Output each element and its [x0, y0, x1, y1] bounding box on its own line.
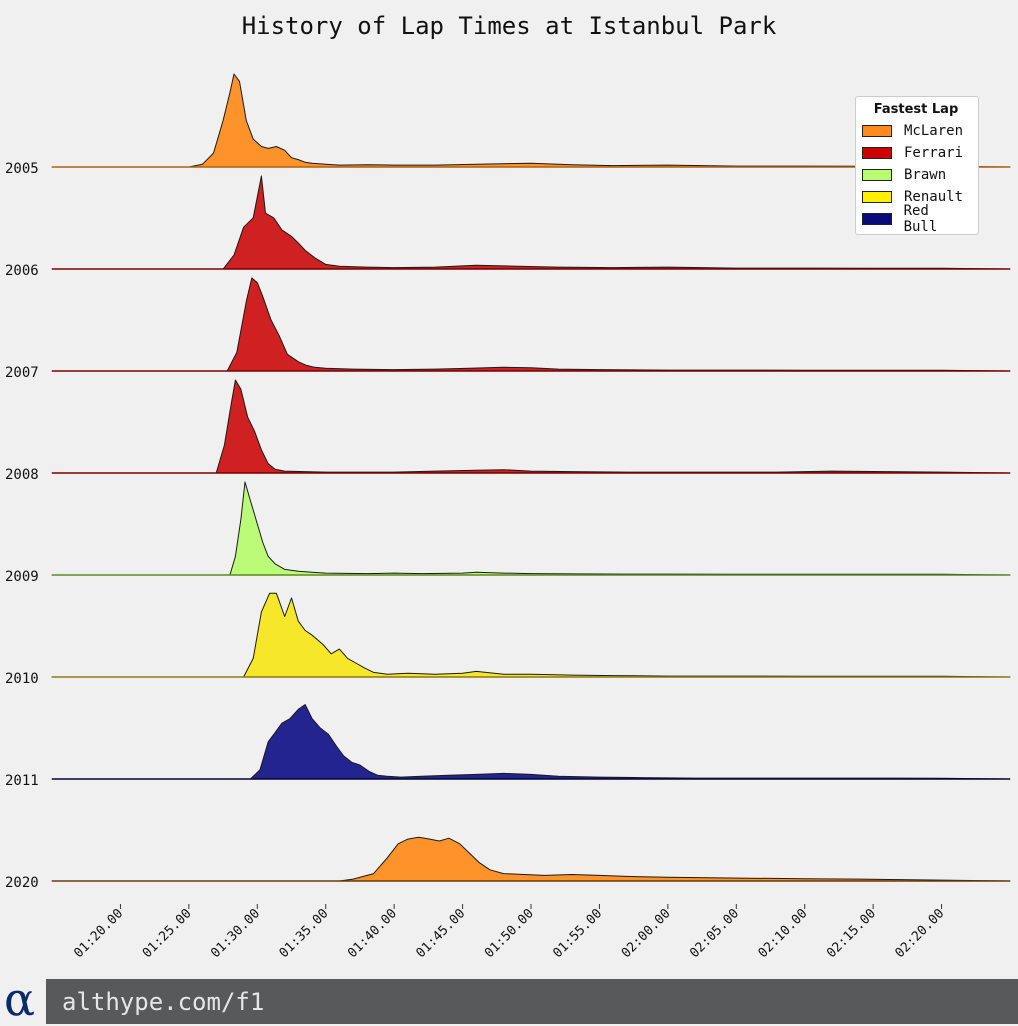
x-tick-label: 01:40.00 — [345, 906, 400, 961]
ridge-year-label-2006: 2006 — [5, 263, 39, 279]
legend-item-renault: Renault — [862, 186, 970, 208]
legend: Fastest Lap McLaren Ferrari Brawn Renault Re… — [855, 96, 979, 235]
x-tick-label: 02:00.00 — [619, 906, 674, 961]
ridge-area-2011 — [51, 704, 1011, 780]
ridge-area-2009 — [51, 481, 1011, 576]
logo: α — [0, 973, 46, 1025]
ridge-area-2007 — [51, 277, 1011, 372]
ridge-year-label-2007: 2007 — [5, 365, 39, 381]
ridge-2010: 2010 — [5, 592, 1011, 687]
x-tick-label: 01:20.00 — [71, 906, 126, 961]
legend-item-mclaren: McLaren — [862, 120, 970, 142]
ridge-year-label-2020: 2020 — [5, 875, 39, 891]
chart-title: History of Lap Times at Istanbul Park — [242, 12, 777, 40]
x-tick-label: 02:10.00 — [756, 906, 811, 961]
legend-label: Red Bull — [903, 203, 938, 235]
ridge-area-2010 — [51, 592, 1011, 678]
x-tick-label: 01:50.00 — [482, 906, 537, 961]
ridge-year-label-2011: 2011 — [5, 773, 39, 789]
legend-item-ferrari: Ferrari — [862, 142, 970, 164]
ridge-2009: 2009 — [5, 481, 1011, 585]
x-tick-label: 02:15.00 — [824, 906, 879, 961]
ridge-year-label-2005: 2005 — [5, 161, 39, 177]
x-tick-label: 01:25.00 — [140, 906, 195, 961]
legend-swatch — [862, 213, 892, 225]
legend-swatch — [862, 147, 892, 159]
footer-bar: α althype.com/f1 — [0, 973, 1018, 1025]
ridge-area-2020 — [51, 836, 1011, 882]
legend-label: Ferrari — [904, 145, 964, 161]
x-tick-label: 01:45.00 — [414, 906, 469, 961]
ridgeline-chart: History of Lap Times at Istanbul Park 20… — [5, 12, 1011, 961]
ridge-year-label-2009: 2009 — [5, 569, 39, 585]
ridge-2011: 2011 — [5, 704, 1011, 789]
legend-item-red-bull: Red Bull — [862, 203, 970, 235]
legend-swatch — [862, 125, 892, 137]
ridge-area-2006 — [51, 175, 1011, 270]
ridge-2020: 2020 — [5, 836, 1011, 891]
x-tick-label: 02:20.00 — [893, 906, 948, 961]
x-axis: 01:20.00 01:25.00 01:30.00 01:35.00 01:40.00… — [71, 904, 947, 961]
ridge-area-2008 — [51, 379, 1011, 474]
x-tick-label: 01:30.00 — [208, 906, 263, 961]
x-tick-label: 01:35.00 — [277, 906, 332, 961]
ridge-2008: 2008 — [5, 379, 1011, 483]
ridge-year-label-2010: 2010 — [5, 671, 39, 687]
footer-url: althype.com/f1 — [62, 987, 265, 1016]
ridge-year-label-2008: 2008 — [5, 467, 39, 483]
legend-label: Brawn — [904, 167, 947, 183]
legend-swatch — [862, 191, 892, 203]
legend-swatch — [862, 169, 892, 181]
legend-label: McLaren — [904, 123, 964, 139]
alpha-logo-icon: α — [4, 972, 36, 1026]
legend-item-brawn: Brawn — [862, 164, 970, 186]
ridge-2006: 2006 — [5, 175, 1011, 279]
x-tick-label: 02:05.00 — [687, 906, 742, 961]
x-tick-label: 01:55.00 — [550, 906, 605, 961]
ridge-area-2005 — [51, 73, 1011, 168]
legend-label: Renault — [904, 189, 964, 205]
legend-items: McLaren Ferrari Brawn Renault Red Bull — [862, 120, 970, 235]
legend-title: Fastest Lap — [873, 102, 959, 117]
ridge-2005: 2005 — [5, 73, 1011, 177]
ridges: 2005 2006 2007 2008 2009 2010 2011 2020 — [5, 73, 1011, 891]
ridge-2007: 2007 — [5, 277, 1011, 381]
